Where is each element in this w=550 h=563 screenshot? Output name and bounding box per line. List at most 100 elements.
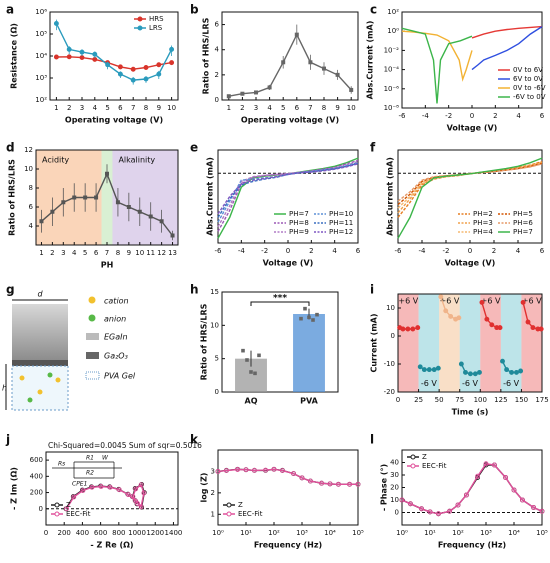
legend-label: EEC-Fit: [66, 510, 91, 518]
panel-letter: c: [370, 3, 377, 17]
x-tick-label: 25: [414, 396, 423, 404]
x-tick-label: 10⁰: [212, 529, 224, 537]
data-point: [307, 478, 313, 484]
data-point: [500, 358, 505, 364]
series-line: [397, 163, 543, 202]
data-point: [92, 51, 98, 57]
data-point: [435, 365, 441, 371]
data-point: [472, 371, 478, 377]
data-point: [355, 481, 361, 487]
legend-label: PH=2: [473, 210, 493, 218]
gel: [11, 365, 69, 411]
data-point: [143, 76, 149, 82]
panel-letter: k: [190, 433, 199, 447]
data-point: [130, 66, 136, 72]
data-point: [463, 492, 469, 498]
x-axis-label: Voltage (V): [263, 259, 314, 268]
panel-letter: j: [5, 433, 10, 447]
y-tick-label: 10: [24, 165, 33, 173]
legend-label: HRS: [149, 15, 164, 23]
oxide-layer: [12, 360, 68, 366]
x-tick-label: 6: [118, 104, 123, 112]
data-point: [447, 508, 453, 514]
x-tick-label: -6: [399, 112, 407, 120]
x-tick-label: 3: [80, 104, 84, 112]
data-point: [156, 62, 162, 68]
x-tick-label: 10²: [268, 529, 280, 537]
data-point: [105, 62, 111, 68]
data-point: [130, 77, 136, 83]
data-point: [94, 195, 99, 200]
data-point: [271, 466, 277, 472]
series-line: [401, 464, 543, 515]
series-line: [397, 157, 543, 239]
x-tick-label: 9: [157, 104, 161, 112]
data-point: [308, 60, 313, 65]
data-point: [315, 312, 319, 317]
x-tick-label: 150: [515, 396, 528, 404]
data-point: [281, 60, 286, 65]
data-point: [169, 46, 175, 52]
data-point: [509, 369, 515, 375]
x-axis-label: Voltage (V): [445, 259, 496, 268]
x-tick-label: 10⁵: [352, 529, 364, 537]
y-tick-label: 600: [30, 456, 43, 464]
y-tick-label: 40: [390, 459, 399, 467]
x-tick-label: 1400: [165, 529, 183, 537]
legend-label: PVA Gel: [104, 372, 136, 381]
x-tick-label: 8: [116, 249, 120, 257]
legend-label: PH=5: [513, 210, 533, 218]
y-tick-label: 5: [215, 355, 219, 363]
x-tick-label: 1: [227, 104, 231, 112]
data-point: [484, 316, 490, 322]
legend-icon: [88, 314, 96, 322]
data-point: [299, 475, 305, 481]
region-label: -6 V: [462, 379, 479, 388]
data-point: [307, 315, 311, 320]
legend-marker: [226, 511, 232, 517]
x-axis-label: Frequency (Hz): [438, 541, 506, 550]
region-band: [101, 150, 113, 245]
y-tick-label: 6: [215, 21, 220, 29]
x-tick-label: AQ: [245, 397, 258, 406]
data-point: [443, 308, 449, 314]
legend-marker: [410, 463, 416, 469]
x-tick-label: 10²: [452, 529, 464, 537]
ion: [47, 372, 53, 378]
data-point: [72, 195, 77, 200]
data-point: [66, 54, 72, 60]
y-tick-label: 0: [391, 332, 395, 340]
data-point: [249, 370, 253, 374]
legend-marker: [410, 454, 416, 460]
data-point: [89, 484, 95, 490]
x-tick-label: 3: [61, 249, 65, 257]
data-point: [245, 358, 249, 362]
data-point: [79, 55, 85, 61]
data-point: [169, 60, 175, 66]
panel-letter: e: [190, 141, 198, 155]
series-line: [401, 463, 543, 515]
x-tick-label: 7: [308, 104, 312, 112]
data-point: [421, 367, 427, 373]
data-point: [291, 471, 297, 477]
data-point: [241, 348, 245, 353]
data-point: [117, 64, 123, 70]
x-tick-label: 11: [146, 249, 155, 257]
x-tick-label: 200: [58, 529, 71, 537]
data-point: [335, 481, 341, 487]
legend-icon: [88, 296, 96, 304]
y-tick-label: 12: [24, 146, 33, 154]
x-tick-label: PVA: [300, 397, 319, 406]
y-tick-label: 8: [29, 184, 33, 192]
x-tick-label: -4: [419, 247, 427, 255]
data-point: [279, 468, 285, 474]
ion: [19, 375, 25, 381]
y-axis-label: Current (mA): [370, 313, 379, 372]
y-axis-label: Resistance (Ω): [10, 23, 19, 89]
legend-label: 0V to 6V: [513, 66, 543, 74]
panel-letter: i: [370, 283, 374, 297]
x-tick-label: 2: [309, 247, 313, 255]
x-tick-label: 9: [335, 104, 339, 112]
y-tick-label: 10²: [387, 8, 399, 16]
x-tick-label: 50: [435, 396, 444, 404]
